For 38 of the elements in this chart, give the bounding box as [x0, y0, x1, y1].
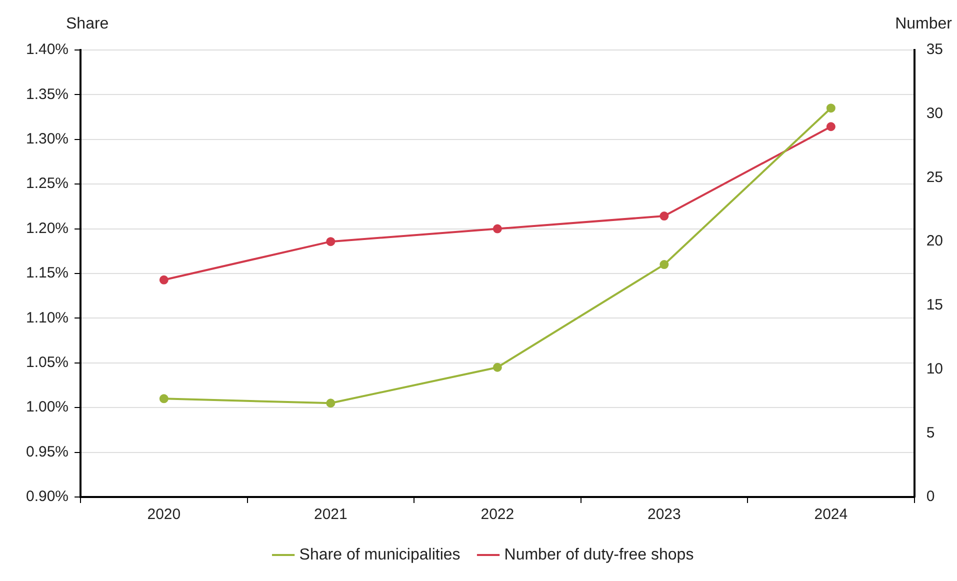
y2-tick-label: 0	[926, 488, 935, 506]
x-tick-label: 2024	[814, 506, 848, 524]
point	[660, 212, 669, 221]
y2-tick-label: 10	[926, 360, 944, 378]
point	[326, 398, 336, 408]
y-tick-label: 1.35%	[26, 86, 69, 103]
x-tick-label: 2020	[147, 506, 181, 524]
y-tick-label: 1.15%	[26, 264, 69, 282]
y2-tick-label: 15	[926, 296, 944, 314]
y2-axis-title: Number	[895, 15, 953, 32]
y2-tick-label: 35	[926, 41, 944, 58]
y-axis-title: Share	[66, 15, 109, 32]
y-tick-label: 1.30%	[26, 130, 69, 148]
y2-tick-label: 25	[926, 168, 944, 186]
y-tick-label: 1.25%	[26, 175, 69, 192]
x-tick-label: 2023	[647, 506, 681, 524]
point	[492, 362, 502, 372]
y-tick-label: 1.10%	[26, 309, 69, 326]
legend-label: Share of municipalities	[299, 546, 460, 564]
y2-tick-label: 20	[926, 232, 944, 250]
y-tick-label: 1.40%	[26, 41, 69, 58]
point	[492, 224, 502, 234]
legend-label: Number of duty-free shops	[504, 546, 694, 564]
y2-tick-label: 30	[926, 105, 944, 122]
y-tick-label: 1.00%	[26, 398, 69, 416]
point	[660, 260, 669, 270]
y-tick-label: 0.90%	[26, 488, 69, 506]
point	[159, 394, 168, 404]
point	[159, 275, 168, 284]
y-tick-label: 1.20%	[26, 220, 69, 237]
y-tick-label: 1.05%	[26, 354, 69, 372]
x-tick-label: 2022	[480, 506, 514, 524]
y2-tick-label: 5	[926, 424, 935, 442]
x-tick-label: 2021	[314, 506, 348, 524]
point	[826, 122, 836, 132]
point	[826, 104, 836, 113]
y-tick-label: 0.95%	[26, 443, 69, 460]
point	[326, 237, 336, 246]
